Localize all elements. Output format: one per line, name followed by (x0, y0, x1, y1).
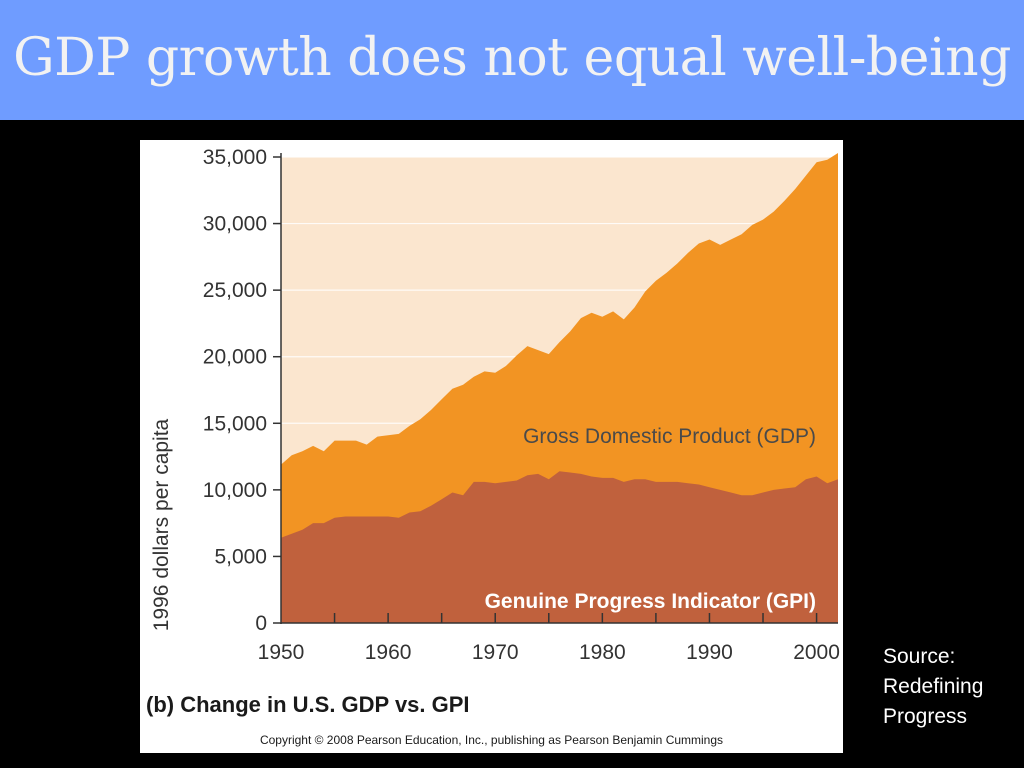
y-axis-title: 1996 dollars per capita (150, 418, 173, 631)
y-tick-label: 25,000 (203, 279, 267, 302)
source-line: Redefining (883, 675, 984, 698)
x-tick-label: 1950 (258, 641, 305, 664)
figure-panel: 0 5,000 10,000 15,000 20,000 25,000 30,000 35,0… (140, 140, 843, 753)
copyright-notice: Copyright © 2008 Pearson Education, Inc.… (259, 733, 724, 747)
source-line: Source: (883, 645, 956, 668)
y-tick-label: 0 (255, 612, 267, 635)
title-bar (0, 0, 1024, 120)
y-tick-label: 30,000 (203, 213, 267, 236)
x-tick-label: 1960 (365, 641, 412, 664)
axes (273, 153, 838, 624)
x-tick-label: 1980 (579, 641, 626, 664)
axis-labels: 0 5,000 10,000 15,000 20,000 25,000 30,000 35,0… (203, 146, 840, 664)
figure-caption: (b) Change in U.S. GDP vs. GPI (146, 692, 470, 717)
gdp-gpi-area-chart: 0 5,000 10,000 15,000 20,000 25,000 30,000 35,0… (150, 146, 840, 664)
x-tick-label: 2000 (793, 641, 840, 664)
x-tick-label: 1970 (472, 641, 519, 664)
gpi-area (281, 471, 838, 623)
gdp-series-label: Gross Domestic Product (GDP) (523, 425, 816, 448)
y-tick-label: 15,000 (203, 412, 267, 435)
source-line: Progress (883, 705, 968, 728)
y-tick-label: 5,000 (214, 545, 267, 568)
y-tick-label: 20,000 (203, 346, 267, 369)
x-tick-label: 1990 (686, 641, 733, 664)
gpi-series-label: Genuine Progress Indicator (GPI) (485, 590, 816, 613)
slide-title: GDP growth does not equal well-being (13, 28, 1011, 88)
y-tick-label: 10,000 (203, 479, 267, 502)
source-note: Source: Redefining Progress (883, 642, 1018, 732)
y-tick-label: 35,000 (203, 146, 267, 169)
